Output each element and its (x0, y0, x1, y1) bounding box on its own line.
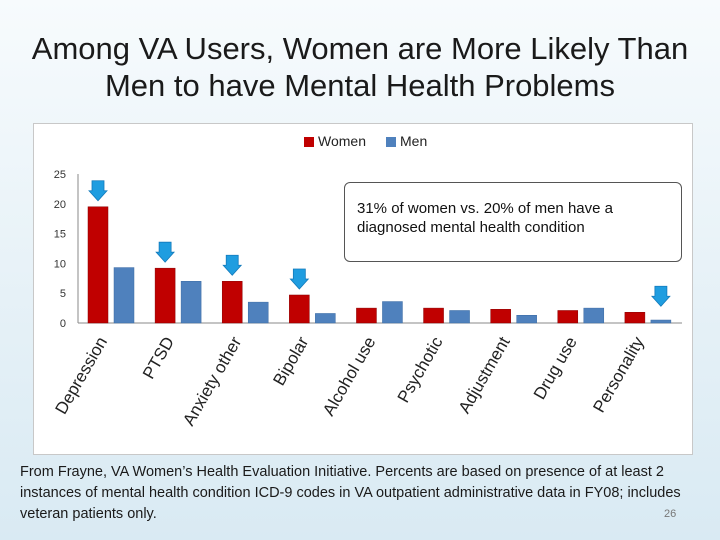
bar-men (449, 310, 470, 324)
x-tick-label: Psychotic (394, 333, 447, 406)
bar-women (423, 307, 444, 324)
annotation-text: 31% of women vs. 20% of men have a diagn… (357, 200, 613, 236)
highlight-arrow-icon (289, 268, 310, 290)
highlight-arrow-icon (650, 285, 671, 307)
y-tick-label: 0 (60, 318, 66, 330)
highlight-arrow-icon (88, 180, 108, 202)
y-tick-label: 10 (54, 258, 66, 270)
bar-men (583, 307, 605, 324)
x-tick-label: Adjustment (455, 333, 514, 416)
bar-women (624, 312, 646, 324)
bar-men (315, 313, 336, 324)
annotation-box: 31% of women vs. 20% of men have a diagn… (344, 182, 682, 262)
chart-frame: 0510152025PercentWomenMenDepressionPTSDA… (33, 123, 693, 455)
bar-women (154, 267, 176, 324)
x-tick-label: Alcohol use (319, 334, 379, 420)
bar-men (247, 301, 269, 324)
slide-title: Among VA Users, Women are More Likely Th… (31, 31, 689, 103)
bar-women (221, 281, 243, 324)
x-tick-label: Bipolar (269, 333, 312, 389)
bar-men (382, 301, 403, 324)
legend-label-women: Women (318, 133, 366, 149)
bar-women (490, 309, 511, 324)
highlight-arrow-icon (222, 254, 243, 276)
x-tick-label: PTSD (139, 334, 178, 383)
bar-men (113, 267, 135, 324)
bar-women (87, 206, 109, 324)
x-tick-label: Anxiety other (179, 333, 245, 429)
legend-swatch-men (386, 137, 396, 147)
bar-women (356, 307, 377, 324)
x-tick-label: Depression (52, 334, 111, 418)
bar-men (516, 315, 537, 324)
page-number: 26 (664, 508, 677, 520)
x-tick-label: Personality (589, 333, 648, 416)
y-tick-label: 25 (54, 169, 66, 181)
footer-note: From Frayne, VA Women’s Health Evaluatio… (20, 464, 681, 522)
legend-swatch-women (304, 137, 314, 147)
bar-women (289, 294, 310, 324)
y-tick-label: 20 (54, 199, 66, 211)
y-tick-label: 15 (54, 229, 66, 241)
bar-men (180, 281, 202, 324)
legend-label-men: Men (400, 133, 427, 149)
highlight-arrow-icon (155, 241, 176, 263)
x-tick-label: Drug use (530, 334, 581, 403)
bar-chart: 0510152025PercentWomenMenDepressionPTSDA… (52, 133, 682, 429)
y-tick-label: 5 (60, 288, 66, 300)
bar-men (650, 319, 672, 324)
bar-women (557, 310, 579, 324)
